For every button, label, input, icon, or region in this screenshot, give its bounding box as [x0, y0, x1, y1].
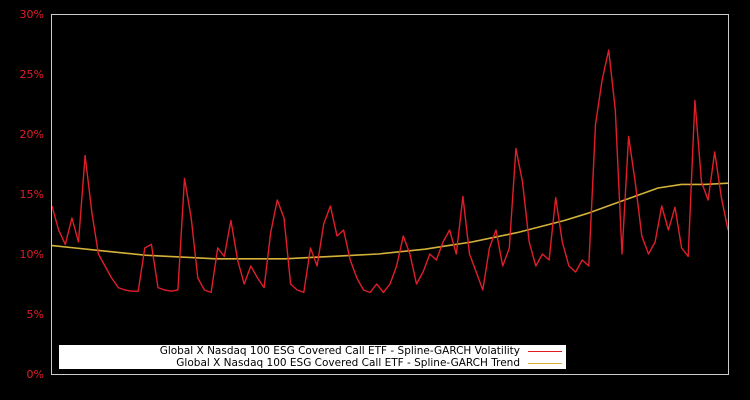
- y-tick-label: 0%: [26, 368, 44, 381]
- y-tick-label: 15%: [19, 188, 44, 201]
- trend-line: [51, 182, 729, 260]
- legend-swatch-red-line-icon: [528, 350, 562, 352]
- legend-label: Global X Nasdaq 100 ESG Covered Call ETF…: [159, 345, 520, 357]
- legend-label: Global X Nasdaq 100 ESG Covered Call ETF…: [176, 357, 520, 369]
- chart-legend: Global X Nasdaq 100 ESG Covered Call ETF…: [59, 345, 566, 369]
- plot-lines: [51, 49, 729, 294]
- legend-item-trend: Global X Nasdaq 100 ESG Covered Call ETF…: [176, 357, 566, 369]
- volatility-line: [51, 49, 729, 294]
- y-tick-label: 25%: [19, 68, 44, 81]
- legend-swatch-gold-line-icon: [528, 362, 562, 364]
- y-tick-label: 5%: [26, 308, 44, 321]
- plot-frame: [51, 14, 729, 375]
- y-tick-label: 20%: [19, 128, 44, 141]
- y-tick-label: 10%: [19, 248, 44, 261]
- legend-item-volatility: Global X Nasdaq 100 ESG Covered Call ETF…: [160, 345, 566, 357]
- y-tick-label: 30%: [19, 8, 44, 21]
